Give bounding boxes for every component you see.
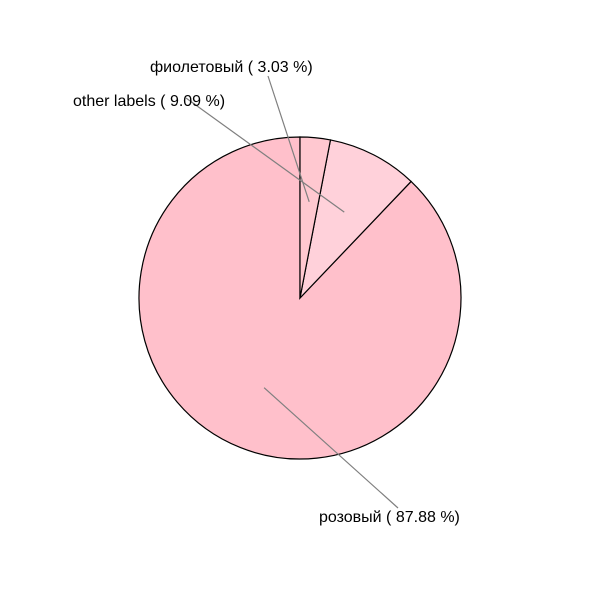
pie-slice-other-labels: [299, 139, 412, 300]
leader-lines: [185, 75, 399, 509]
pie-slice-fioletovyy: [299, 136, 332, 299]
leader-line-fioletovyy: [267, 75, 310, 203]
leader-line-rozovyy: [263, 387, 399, 509]
leader-line-other-labels: [185, 97, 345, 213]
slice-label-rozovyy: розовый ( 87.88 %): [319, 509, 460, 526]
slice-label-other-labels: other labels ( 9.09 %): [73, 93, 225, 110]
pie-slices: [138, 136, 462, 460]
slice-labels: розовый ( 87.88 %) other labels ( 9.09 %…: [73, 59, 460, 526]
slice-label-fioletovyy: фиолетовый ( 3.03 %): [150, 59, 313, 76]
